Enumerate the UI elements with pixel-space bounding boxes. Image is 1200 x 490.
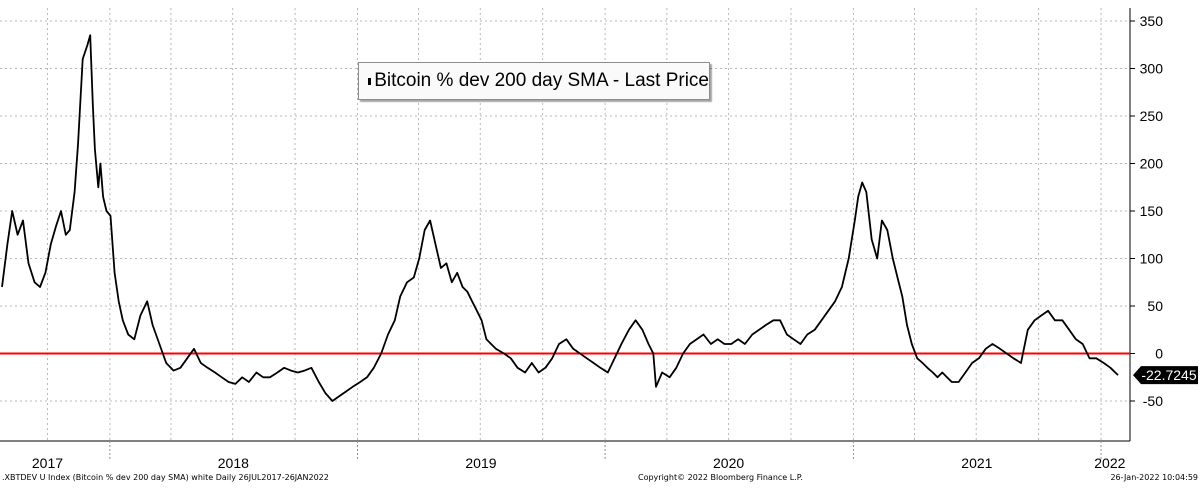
y-tick-label: 50: [1147, 298, 1163, 314]
legend-label: Bitcoin % dev 200 day SMA - Last Price: [374, 70, 709, 91]
x-year-label: 2021: [961, 455, 992, 471]
y-tick-label: 300: [1140, 61, 1164, 77]
y-tick-label: 150: [1140, 203, 1164, 219]
legend: Bitcoin % dev 200 day SMA - Last Price: [358, 62, 710, 100]
last-value-marker: -22.7245: [1133, 366, 1198, 385]
series-line: [1, 34, 1119, 402]
y-tick-label: 0: [1155, 346, 1163, 362]
y-tick-label: 200: [1140, 156, 1164, 172]
y-tick-label: 250: [1140, 108, 1164, 124]
last-value-label: -22.7245: [1141, 367, 1196, 383]
x-year-label: 2022: [1094, 455, 1125, 471]
x-year-label: 2018: [218, 455, 249, 471]
footer-index-description: .XBTDEV U Index (Bitcoin % dev 200 day S…: [2, 473, 329, 482]
y-tick-label: -50: [1143, 393, 1163, 409]
x-year-label: 2019: [465, 455, 496, 471]
y-tick-label: 350: [1140, 13, 1164, 29]
footer-copyright: Copyright© 2022 Bloomberg Finance L.P.: [638, 473, 803, 482]
y-tick-label: 100: [1140, 251, 1164, 267]
last-value-tag: [1133, 366, 1198, 385]
footer-timestamp: 26-Jan-2022 10:04:59: [1110, 473, 1198, 482]
legend-swatch: [368, 77, 372, 85]
x-year-label: 2017: [32, 455, 63, 471]
x-year-label: 2020: [713, 455, 744, 471]
